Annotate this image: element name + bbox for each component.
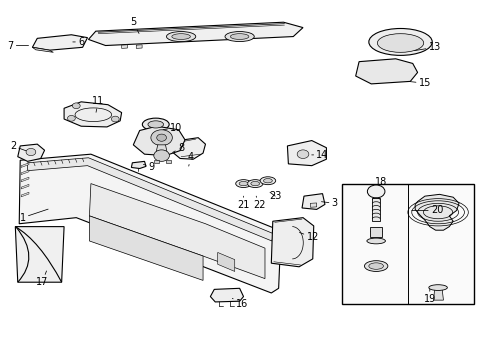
Text: 20: 20	[411, 206, 443, 216]
Polygon shape	[310, 203, 316, 207]
Polygon shape	[302, 194, 325, 210]
Polygon shape	[21, 170, 29, 175]
Polygon shape	[166, 160, 171, 163]
Polygon shape	[156, 145, 167, 154]
Polygon shape	[21, 163, 29, 167]
Polygon shape	[15, 226, 64, 282]
Polygon shape	[355, 59, 417, 84]
Ellipse shape	[171, 34, 190, 40]
Ellipse shape	[166, 32, 195, 41]
Text: 16: 16	[232, 298, 248, 309]
Ellipse shape	[235, 180, 251, 188]
Polygon shape	[122, 45, 127, 48]
Polygon shape	[89, 184, 264, 279]
Text: 4: 4	[187, 152, 194, 166]
Text: 2: 2	[10, 141, 31, 153]
Polygon shape	[172, 138, 205, 159]
Circle shape	[154, 150, 169, 161]
Text: 14: 14	[311, 150, 328, 160]
Text: 19: 19	[423, 289, 435, 304]
Circle shape	[111, 116, 119, 122]
Ellipse shape	[148, 121, 163, 128]
Circle shape	[26, 148, 36, 156]
Text: 22: 22	[252, 196, 265, 210]
Text: 17: 17	[36, 271, 48, 287]
Ellipse shape	[428, 285, 447, 291]
Ellipse shape	[366, 238, 385, 244]
Text: 6: 6	[73, 37, 84, 47]
Polygon shape	[210, 288, 243, 302]
Ellipse shape	[247, 180, 263, 188]
Ellipse shape	[224, 32, 254, 41]
Polygon shape	[371, 198, 379, 221]
Polygon shape	[18, 144, 44, 161]
Text: 12: 12	[299, 232, 318, 242]
Text: 5: 5	[130, 17, 139, 33]
FancyBboxPatch shape	[341, 184, 473, 304]
Polygon shape	[136, 45, 142, 48]
Text: 11: 11	[92, 96, 104, 112]
Polygon shape	[32, 47, 53, 52]
Polygon shape	[369, 226, 381, 237]
Ellipse shape	[377, 34, 423, 52]
Circle shape	[151, 130, 172, 145]
Polygon shape	[88, 22, 303, 45]
Ellipse shape	[250, 181, 259, 186]
Text: 18: 18	[374, 177, 386, 187]
Text: 3: 3	[321, 198, 337, 208]
Text: 10: 10	[163, 123, 182, 133]
Polygon shape	[414, 194, 458, 230]
Text: 13: 13	[413, 42, 440, 52]
Polygon shape	[89, 216, 203, 280]
Polygon shape	[287, 140, 326, 166]
Circle shape	[157, 134, 166, 141]
Polygon shape	[271, 218, 313, 267]
Text: 15: 15	[408, 78, 430, 88]
Text: 9: 9	[143, 162, 155, 172]
Text: 21: 21	[237, 196, 249, 210]
Circle shape	[67, 116, 75, 121]
Text: 23: 23	[268, 191, 281, 201]
Ellipse shape	[260, 177, 275, 185]
Polygon shape	[64, 102, 122, 127]
Ellipse shape	[263, 179, 272, 183]
Ellipse shape	[239, 181, 247, 186]
Polygon shape	[21, 177, 29, 182]
Polygon shape	[433, 288, 443, 300]
Polygon shape	[133, 126, 184, 156]
Ellipse shape	[368, 28, 431, 55]
Polygon shape	[27, 158, 273, 241]
Ellipse shape	[142, 118, 169, 131]
Circle shape	[366, 185, 384, 198]
Polygon shape	[21, 184, 29, 189]
Polygon shape	[19, 154, 281, 293]
Polygon shape	[131, 161, 146, 168]
Circle shape	[297, 150, 308, 158]
Ellipse shape	[364, 261, 387, 271]
Text: 8: 8	[172, 143, 184, 153]
Text: 1: 1	[20, 209, 48, 222]
Polygon shape	[217, 252, 234, 271]
Polygon shape	[154, 160, 159, 163]
Circle shape	[72, 103, 80, 109]
Text: 7: 7	[7, 41, 28, 50]
Polygon shape	[21, 192, 29, 197]
Ellipse shape	[230, 34, 248, 40]
Polygon shape	[32, 35, 87, 50]
Ellipse shape	[368, 263, 383, 269]
